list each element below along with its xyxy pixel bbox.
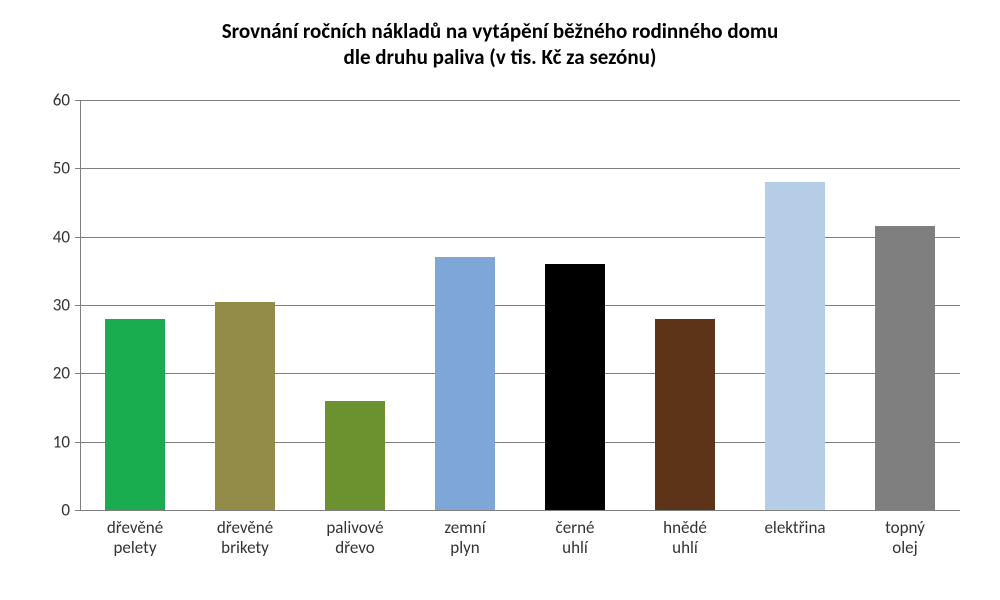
x-label: dřevěnébrikety	[190, 518, 300, 557]
x-label: topnýolej	[850, 518, 960, 557]
y-tick-label: 60	[32, 90, 70, 111]
y-tick-label: 40	[32, 226, 70, 247]
grid-line	[80, 237, 960, 238]
bar	[325, 401, 384, 510]
x-label: hnědéuhlí	[630, 518, 740, 557]
chart-title: Srovnání ročních nákladů na vytápění běž…	[0, 18, 1000, 71]
bar	[655, 319, 714, 510]
y-tick-label: 50	[32, 158, 70, 179]
x-axis	[80, 510, 960, 511]
bar	[875, 226, 934, 510]
bar	[435, 257, 494, 510]
y-tick-label: 10	[32, 431, 70, 452]
x-label: dřevěnépelety	[80, 518, 190, 557]
x-label: zemníplyn	[410, 518, 520, 557]
grid-line	[80, 100, 960, 101]
title-line-2: dle druhu paliva (v tis. Kč za sezónu)	[344, 44, 657, 70]
x-label: černéuhlí	[520, 518, 630, 557]
bar	[105, 319, 164, 510]
bar	[215, 302, 274, 510]
bar	[545, 264, 604, 510]
x-label: elektřina	[740, 518, 850, 538]
y-tick-label: 0	[32, 500, 70, 521]
bar-chart: Srovnání ročních nákladů na vytápění běž…	[0, 0, 1000, 600]
x-label: palivovédřevo	[300, 518, 410, 557]
y-tick-label: 20	[32, 363, 70, 384]
grid-line	[80, 305, 960, 306]
title-line-1: Srovnání ročních nákladů na vytápění běž…	[222, 18, 779, 44]
plot-area: 0102030405060dřevěnépeletydřevěnébrikety…	[80, 100, 960, 510]
y-tick-label: 30	[32, 295, 70, 316]
grid-line	[80, 373, 960, 374]
grid-line	[80, 442, 960, 443]
y-axis	[80, 100, 81, 510]
bar	[765, 182, 824, 510]
grid-line	[80, 168, 960, 169]
